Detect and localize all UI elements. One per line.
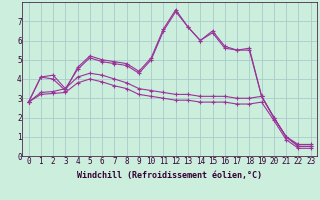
X-axis label: Windchill (Refroidissement éolien,°C): Windchill (Refroidissement éolien,°C): [77, 171, 262, 180]
